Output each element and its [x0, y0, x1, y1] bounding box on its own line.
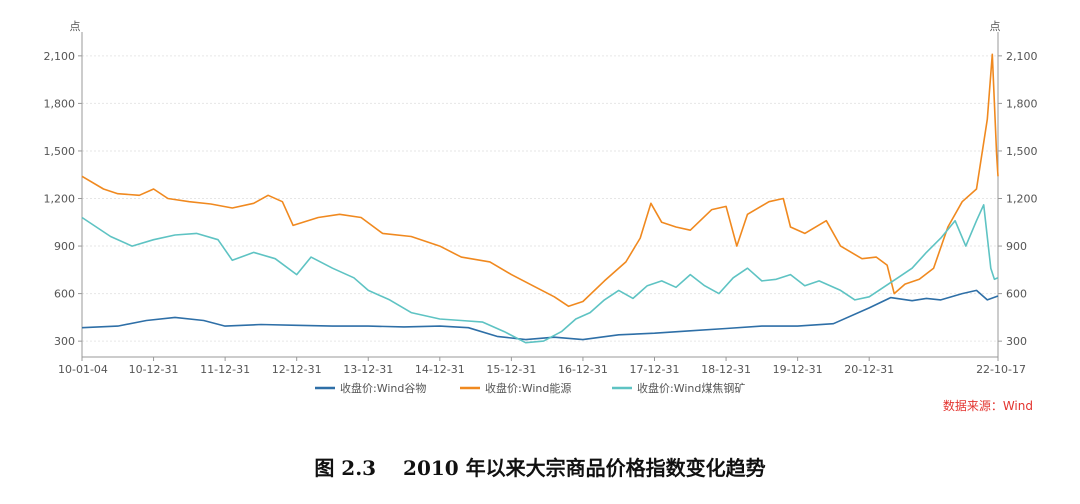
x-tick-label: 22-10-17 — [976, 363, 1026, 376]
y-tick-label-left: 1,200 — [44, 193, 76, 206]
y-unit-right: 点 — [990, 20, 1001, 33]
figure-caption: 图 2.3 2010 年以来大宗商品价格指数变化趋势 — [314, 456, 766, 480]
x-tick-label: 10-01-04 — [58, 363, 108, 376]
y-tick-label-right: 900 — [1006, 240, 1027, 253]
x-tick-label: 20-12-31 — [844, 363, 894, 376]
x-tick-label: 14-12-31 — [415, 363, 465, 376]
series-line-3 — [81, 204, 999, 344]
y-tick-label-left: 1,500 — [44, 145, 76, 158]
y-tick-label-left: 600 — [54, 288, 75, 301]
legend-label: 收盘价:Wind煤焦钢矿 — [637, 381, 745, 395]
series-lines — [81, 53, 999, 344]
y-unit-left: 点 — [70, 20, 81, 33]
x-tick-label: 11-12-31 — [200, 363, 250, 376]
legend-label: 收盘价:Wind能源 — [485, 381, 571, 395]
y-tick-label-left: 900 — [54, 240, 75, 253]
legend: 收盘价:Wind谷物 收盘价:Wind能源 收盘价:Wind煤焦钢矿 — [315, 381, 745, 395]
x-tick-label: 19-12-31 — [773, 363, 823, 376]
chart: 点 点 10-01-04 10-12-31 11-12-31 12-12-31 13-1… — [44, 20, 1038, 413]
gridlines — [82, 55, 998, 342]
x-tick-label: 16-12-31 — [558, 363, 608, 376]
x-tick-label: 13-12-31 — [343, 363, 393, 376]
y-tick-label-left: 300 — [54, 335, 75, 348]
y-tick-label-right: 300 — [1006, 335, 1027, 348]
y-tick-label-right: 2,100 — [1006, 50, 1038, 63]
x-tick-label: 15-12-31 — [486, 363, 536, 376]
x-tick-label: 18-12-31 — [701, 363, 751, 376]
series-line-2 — [81, 53, 999, 308]
axes — [78, 32, 1002, 361]
y-tick-label-left: 1,800 — [44, 97, 76, 110]
data-source-note: 数据来源：Wind — [943, 398, 1033, 413]
series-line-1 — [81, 289, 999, 341]
y-tick-label-right: 1,800 — [1006, 97, 1038, 110]
x-tick-labels: 10-01-04 10-12-31 11-12-31 12-12-31 13-12-31… — [58, 363, 1026, 376]
x-tick-label: 17-12-31 — [630, 363, 680, 376]
x-tick-label: 10-12-31 — [129, 363, 179, 376]
y-tick-labels-right: 300 600 900 1,200 1,500 1,800 2,100 — [1006, 50, 1038, 348]
y-tick-label-left: 2,100 — [44, 50, 76, 63]
x-tick-label: 12-12-31 — [272, 363, 322, 376]
y-tick-labels-left: 300 600 900 1,200 1,500 1,800 2,100 — [44, 50, 76, 348]
y-tick-label-right: 600 — [1006, 288, 1027, 301]
y-tick-label-right: 1,500 — [1006, 145, 1038, 158]
y-tick-label-right: 1,200 — [1006, 193, 1038, 206]
legend-label: 收盘价:Wind谷物 — [340, 381, 426, 395]
